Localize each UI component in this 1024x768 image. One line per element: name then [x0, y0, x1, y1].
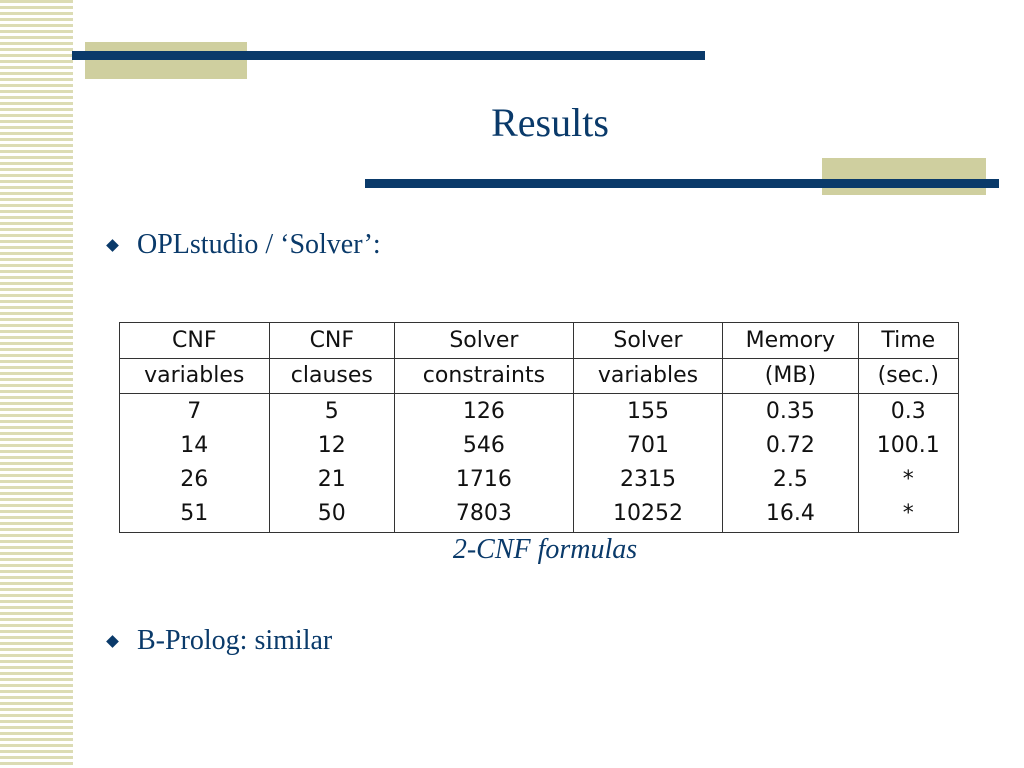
bullet-item: OPLstudio / ‘Solver’:	[105, 229, 381, 261]
table-header-row: CNF CNF Solver Solver Memory Time	[119, 322, 960, 359]
table-cell: 0.3	[857, 393, 960, 429]
column-header: CNF	[119, 322, 270, 359]
table-row: 14 12 546 701 0.72 100.1	[119, 429, 960, 463]
table-cell: 7803	[394, 497, 574, 533]
table-row: 26 21 1716 2315 2.5 *	[119, 463, 960, 497]
table-caption: 2-CNF formulas	[452, 534, 638, 565]
table-cell: 10252	[572, 497, 724, 533]
table-header-row: variables clauses constraints variables …	[119, 358, 960, 394]
table-cell: *	[857, 463, 960, 497]
table-cell: 5	[268, 393, 396, 429]
table-cell: 100.1	[857, 429, 960, 463]
table-cell: 126	[394, 393, 574, 429]
table-cell: 155	[572, 393, 724, 429]
bullet-item: B-Prolog: similar	[105, 625, 332, 657]
decorative-khaki-block-bottom	[822, 158, 986, 195]
column-header: clauses	[268, 358, 396, 394]
table-cell: 26	[119, 463, 270, 497]
decorative-khaki-block-top	[85, 42, 247, 79]
table-cell: 701	[572, 429, 724, 463]
slide-title: Results	[491, 100, 609, 145]
table-cell: 2315	[572, 463, 724, 497]
column-header: Time	[857, 322, 960, 359]
diamond-bullet-icon	[106, 238, 119, 252]
table-cell: 50	[268, 497, 396, 533]
table-cell: 14	[119, 429, 270, 463]
table-cell: 12	[268, 429, 396, 463]
table-cell: 0.35	[722, 393, 859, 429]
table-cell: 51	[119, 497, 270, 533]
column-header: Memory	[722, 322, 859, 359]
bullet-text: OPLstudio / ‘Solver’:	[137, 229, 381, 260]
table-cell: 21	[268, 463, 396, 497]
table-cell: 16.4	[722, 497, 859, 533]
decorative-stripe-band	[0, 0, 73, 768]
diamond-bullet-icon	[106, 634, 119, 648]
bullet-text: B-Prolog: similar	[137, 625, 333, 656]
column-header: variables	[572, 358, 724, 394]
decorative-navy-rule-top	[72, 51, 705, 60]
table-cell: 1716	[394, 463, 574, 497]
table-row: 51 50 7803 10252 16.4 *	[119, 497, 960, 533]
column-header: Solver	[572, 322, 724, 359]
table-cell: 546	[394, 429, 574, 463]
column-header: constraints	[394, 358, 574, 394]
table-row: 7 5 126 155 0.35 0.3	[119, 393, 960, 429]
column-header: (sec.)	[857, 358, 960, 394]
table-cell: 0.72	[722, 429, 859, 463]
table-cell: 2.5	[722, 463, 859, 497]
column-header: variables	[119, 358, 270, 394]
column-header: CNF	[268, 322, 396, 359]
table-cell: 7	[119, 393, 270, 429]
decorative-navy-rule-bottom	[365, 179, 999, 188]
results-table: CNF CNF Solver Solver Memory Time variab…	[119, 322, 960, 533]
table-cell: *	[857, 497, 960, 533]
column-header: (MB)	[722, 358, 859, 394]
column-header: Solver	[394, 322, 574, 359]
